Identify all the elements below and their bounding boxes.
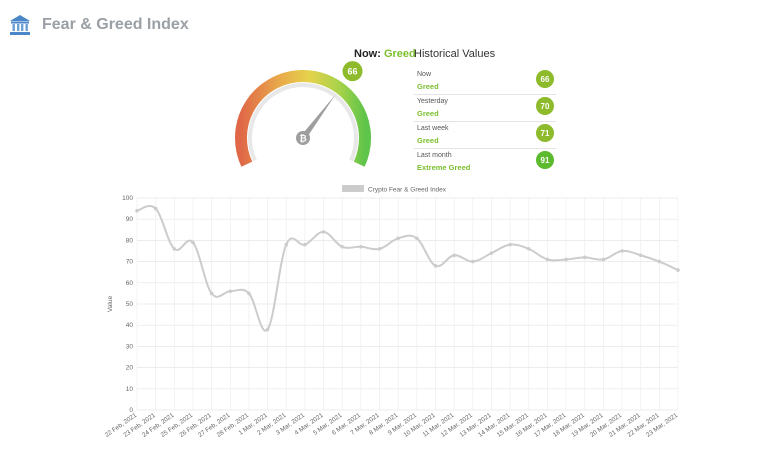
gauge-inner-track [248,83,358,162]
fear-greed-gauge: ₿ 66 [228,60,388,180]
page-title: Fear & Greed Index [42,16,189,33]
y-tick-label: 40 [126,322,134,329]
data-point[interactable] [135,208,139,213]
data-point[interactable] [396,236,400,241]
historical-period: Last week [417,125,449,132]
historical-classification: Greed [417,82,439,91]
data-point[interactable] [657,259,662,264]
data-point[interactable] [638,253,643,258]
data-point[interactable] [415,236,419,241]
now-classification: Greed [383,48,416,60]
data-point[interactable] [545,257,550,262]
historical-value-badge: 70 [536,97,554,115]
historical-row: Last week Greed 71 [414,122,556,149]
historical-value-badge: 71 [536,124,554,142]
page-header: Fear & Greed Index [8,12,189,38]
historical-values-panel: Historical Values Now Greed 66 Yesterday Gre… [414,48,556,175]
historical-classification: Extreme Greed [417,163,471,172]
gauge-svg: ₿ 66 [235,61,371,167]
y-tick-label: 30 [126,343,134,350]
now-indicator: Now: Greed [354,48,416,60]
data-point[interactable] [247,291,251,296]
data-point[interactable] [209,291,214,296]
data-point[interactable] [303,242,307,247]
y-tick-label: 10 [126,386,134,393]
y-tick-label: 20 [126,365,134,372]
data-point[interactable] [489,251,494,255]
historical-value-badge: 66 [536,70,554,88]
y-tick-label: 80 [126,237,134,244]
data-point[interactable] [377,247,382,251]
historical-values-title: Historical Values [414,48,496,60]
historical-period: Last month [417,152,452,159]
data-point[interactable] [582,255,587,260]
y-tick-label: 90 [126,216,134,223]
y-tick-label: 70 [126,259,134,266]
historical-period: Now [417,71,432,78]
historical-classification: Greed [417,136,439,145]
legend-label: Crypto Fear & Greed Index [368,187,447,194]
data-point[interactable] [265,327,270,332]
data-point[interactable] [452,253,456,258]
chart-svg: Crypto Fear & Greed Index 0 10 20 30 40 50 60 70… [104,185,680,439]
historical-value-badge: 91 [536,151,554,169]
data-point[interactable] [340,244,345,249]
data-point[interactable] [564,257,568,262]
historical-classification: Greed [417,109,439,118]
data-point[interactable] [470,259,475,264]
data-point[interactable] [526,247,531,251]
historical-row: Last month Extreme Greed 91 [414,149,556,175]
historical-values-list: Now Greed 66 Yesterday Greed 70 Last week Greed… [414,68,556,175]
data-point[interactable] [620,249,624,253]
data-point[interactable] [508,242,512,247]
bank-building-icon [10,15,30,35]
data-point[interactable] [433,264,438,268]
data-point[interactable] [359,244,363,249]
gauge-arc [235,70,371,167]
historical-row: Yesterday Greed 70 [414,95,556,122]
gauge-value-text: 66 [348,67,358,77]
y-tick-label: 60 [126,280,134,287]
fear-greed-history-chart: Crypto Fear & Greed Index 0 10 20 30 40 50 60 70… [100,182,690,454]
now-label: Now: [354,48,381,60]
historical-row: Now Greed 66 [414,68,556,95]
gauge-hub [296,131,310,145]
data-point[interactable] [284,242,289,247]
gauge-needle [300,94,336,140]
legend-swatch [342,185,364,192]
y-tick-label: 0 [129,407,133,414]
data-point[interactable] [191,240,195,245]
gauge-value-badge [342,61,363,82]
historical-period: Yesterday [417,98,448,105]
y-axis-label: Value [107,296,114,313]
data-point[interactable] [228,289,233,294]
data-point[interactable] [172,247,177,251]
data-point[interactable] [601,257,606,262]
data-point[interactable] [321,230,326,234]
bitcoin-icon: ₿ [299,134,306,144]
y-tick-label: 50 [126,301,134,308]
y-tick-label: 100 [122,195,133,202]
data-point[interactable] [676,268,680,272]
series-line [136,204,679,332]
data-point[interactable] [153,206,158,211]
